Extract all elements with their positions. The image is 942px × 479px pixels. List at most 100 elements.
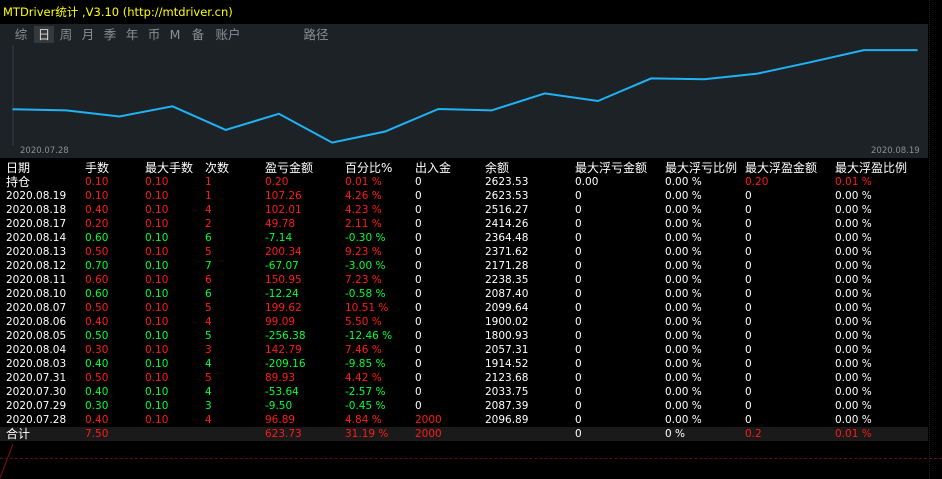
cell-percent: 4.26 % bbox=[345, 190, 382, 202]
cell-max-float-profit-pct: 0.01 % bbox=[835, 428, 872, 440]
cell-deposit: 0 bbox=[415, 316, 422, 328]
cell-percent: -0.58 % bbox=[345, 288, 386, 300]
cell-lots: 0.50 bbox=[85, 246, 109, 258]
cell-deposit: 0 bbox=[415, 344, 422, 356]
table-row: 2020.07.30 0.40 0.10 4 -53.64 -2.57 % 0 2033.75… bbox=[0, 385, 928, 399]
tab-magic[interactable]: M bbox=[169, 27, 181, 42]
cell-date: 2020.07.31 bbox=[6, 372, 67, 384]
table-row: 2020.08.18 0.40 0.10 4 102.01 4.23 % 0 2516.27 0… bbox=[0, 203, 928, 217]
cell-percent: -9.85 % bbox=[345, 358, 386, 370]
cell-max-float-profit-pct: 0.01 % bbox=[835, 176, 872, 188]
tab-month[interactable]: 月 bbox=[81, 27, 95, 42]
tab-day[interactable]: 日 bbox=[34, 26, 54, 43]
cell-profit: -53.64 bbox=[265, 386, 299, 398]
cell-date: 2020.08.03 bbox=[6, 358, 67, 370]
cell-balance: 1800.93 bbox=[485, 330, 529, 342]
table-row: 2020.08.17 0.20 0.10 2 49.78 2.11 % 0 2414.26 0 0… bbox=[0, 217, 928, 231]
cell-balance: 2033.75 bbox=[485, 386, 529, 398]
table-row: 2020.08.03 0.40 0.10 4 -209.16 -9.85 % 0 1914.5… bbox=[0, 357, 928, 371]
cell-trades: 4 bbox=[205, 316, 212, 328]
cell-profit: 142.79 bbox=[265, 344, 302, 356]
cell-max-float-profit: 0 bbox=[745, 344, 752, 356]
cell-percent: 5.50 % bbox=[345, 316, 382, 328]
position-row: 持仓 0.10 0.10 1 0.20 0.01 % 0 2623.53 0.00 0.00 % 0… bbox=[0, 175, 928, 189]
cell-max-float-profit: 0.20 bbox=[745, 176, 769, 188]
cell-deposit: 0 bbox=[415, 190, 422, 202]
cell-lots: 0.60 bbox=[85, 232, 109, 244]
cell-max-lots: 0.10 bbox=[145, 330, 169, 342]
table-row: 2020.08.12 0.70 0.10 7 -67.07 -3.00 % 0 2171.28… bbox=[0, 259, 928, 273]
cell-lots: 0.50 bbox=[85, 372, 109, 384]
equity-point bbox=[12, 108, 14, 111]
cell-trades: 次数 bbox=[205, 161, 230, 175]
cell-max-float-loss: 0 bbox=[575, 260, 582, 272]
chart-end-date: 2020.08.19 bbox=[871, 146, 920, 156]
cell-max-float-profit-pct: 0.00 % bbox=[835, 260, 872, 272]
cell-max-float-loss: 0 bbox=[575, 358, 582, 370]
cell-deposit: 0 bbox=[415, 372, 422, 384]
cell-max-float-profit: 0 bbox=[745, 386, 752, 398]
cell-lots: 0.50 bbox=[85, 330, 109, 342]
cell-trades: 3 bbox=[205, 400, 212, 412]
cell-profit: -209.16 bbox=[265, 358, 306, 370]
cell-max-lots: 0.10 bbox=[145, 260, 169, 272]
cell-lots: 0.40 bbox=[85, 386, 109, 398]
cell-max-lots: 0.10 bbox=[145, 232, 169, 244]
cell-max-float-loss: 0 bbox=[575, 204, 582, 216]
cell-max-float-profit: 0 bbox=[745, 400, 752, 412]
tab-year[interactable]: 年 bbox=[125, 27, 139, 42]
cell-profit: 89.93 bbox=[265, 372, 296, 384]
cell-deposit: 0 bbox=[415, 386, 422, 398]
cell-date: 2020.08.19 bbox=[6, 190, 67, 202]
cell-max-float-loss-pct: 0.00 % bbox=[665, 358, 702, 370]
cell-trades: 5 bbox=[205, 372, 212, 384]
cell-percent: 4.42 % bbox=[345, 372, 382, 384]
stats-table: 日期 手数 最大手数 次数 盈亏金额 百分比% 出入金 余额 最大浮亏金额 最大浮亏比例 最大浮盈金… bbox=[0, 158, 928, 442]
cell-percent: -3.00 % bbox=[345, 260, 386, 272]
cell-balance: 2057.31 bbox=[485, 344, 529, 356]
cell-lots: 手数 bbox=[85, 161, 110, 175]
cell-max-float-profit: 0 bbox=[745, 246, 752, 258]
cell-max-lots: 0.10 bbox=[145, 316, 169, 328]
equity-point bbox=[650, 77, 652, 80]
equity-point bbox=[863, 49, 865, 51]
table-row: 2020.07.29 0.30 0.10 3 -9.50 -0.45 % 0 2087.39 0… bbox=[0, 399, 928, 413]
tab-account[interactable]: 账户 bbox=[215, 27, 241, 42]
tab-path[interactable]: 路径 bbox=[303, 27, 329, 42]
cell-profit: 199.62 bbox=[265, 302, 302, 314]
cell-max-lots: 0.10 bbox=[145, 400, 169, 412]
cell-max-lots: 0.10 bbox=[145, 274, 169, 286]
cell-max-float-loss: 0 bbox=[575, 246, 582, 258]
cell-profit: 200.34 bbox=[265, 246, 302, 258]
tab-note[interactable]: 备 bbox=[191, 27, 205, 42]
cell-max-float-profit: 0 bbox=[745, 274, 752, 286]
cell-trades: 6 bbox=[205, 288, 212, 300]
table-row: 2020.08.19 0.10 0.10 1 107.26 4.26 % 0 2623.53 0… bbox=[0, 189, 928, 203]
tab-currency[interactable]: 币 bbox=[147, 27, 161, 42]
cell-max-float-profit-pct: 0.00 % bbox=[835, 302, 872, 314]
cell-max-float-loss: 0 bbox=[575, 330, 582, 342]
cell-percent: 0.01 % bbox=[345, 176, 382, 188]
cell-balance: 1914.52 bbox=[485, 358, 529, 370]
tab-week[interactable]: 周 bbox=[59, 27, 73, 42]
cell-date: 2020.08.05 bbox=[6, 330, 67, 342]
cell-max-float-profit: 0 bbox=[745, 302, 752, 314]
cell-max-float-loss: 0 bbox=[575, 288, 582, 300]
cell-percent: 2.11 % bbox=[345, 218, 382, 230]
cell-lots: 0.10 bbox=[85, 190, 109, 202]
cell-trades: 5 bbox=[205, 302, 212, 314]
cell-percent: 7.23 % bbox=[345, 274, 382, 286]
equity-chart-panel bbox=[0, 45, 928, 158]
cell-deposit: 0 bbox=[415, 274, 422, 286]
equity-point bbox=[118, 115, 121, 118]
cell-date: 2020.08.17 bbox=[6, 218, 67, 230]
table-row: 2020.07.31 0.50 0.10 5 89.93 4.42 % 0 2123.68 0 0… bbox=[0, 371, 928, 385]
corner-mark bbox=[0, 444, 14, 479]
tab-summary[interactable]: 综 bbox=[14, 27, 28, 42]
cell-lots: 0.30 bbox=[85, 400, 109, 412]
tab-quarter[interactable]: 季 bbox=[103, 27, 117, 42]
cell-max-float-loss-pct: 0 % bbox=[665, 428, 685, 440]
cell-max-float-profit: 0 bbox=[745, 414, 752, 426]
cell-date: 2020.07.28 bbox=[6, 414, 67, 426]
cell-profit: -9.50 bbox=[265, 400, 293, 412]
